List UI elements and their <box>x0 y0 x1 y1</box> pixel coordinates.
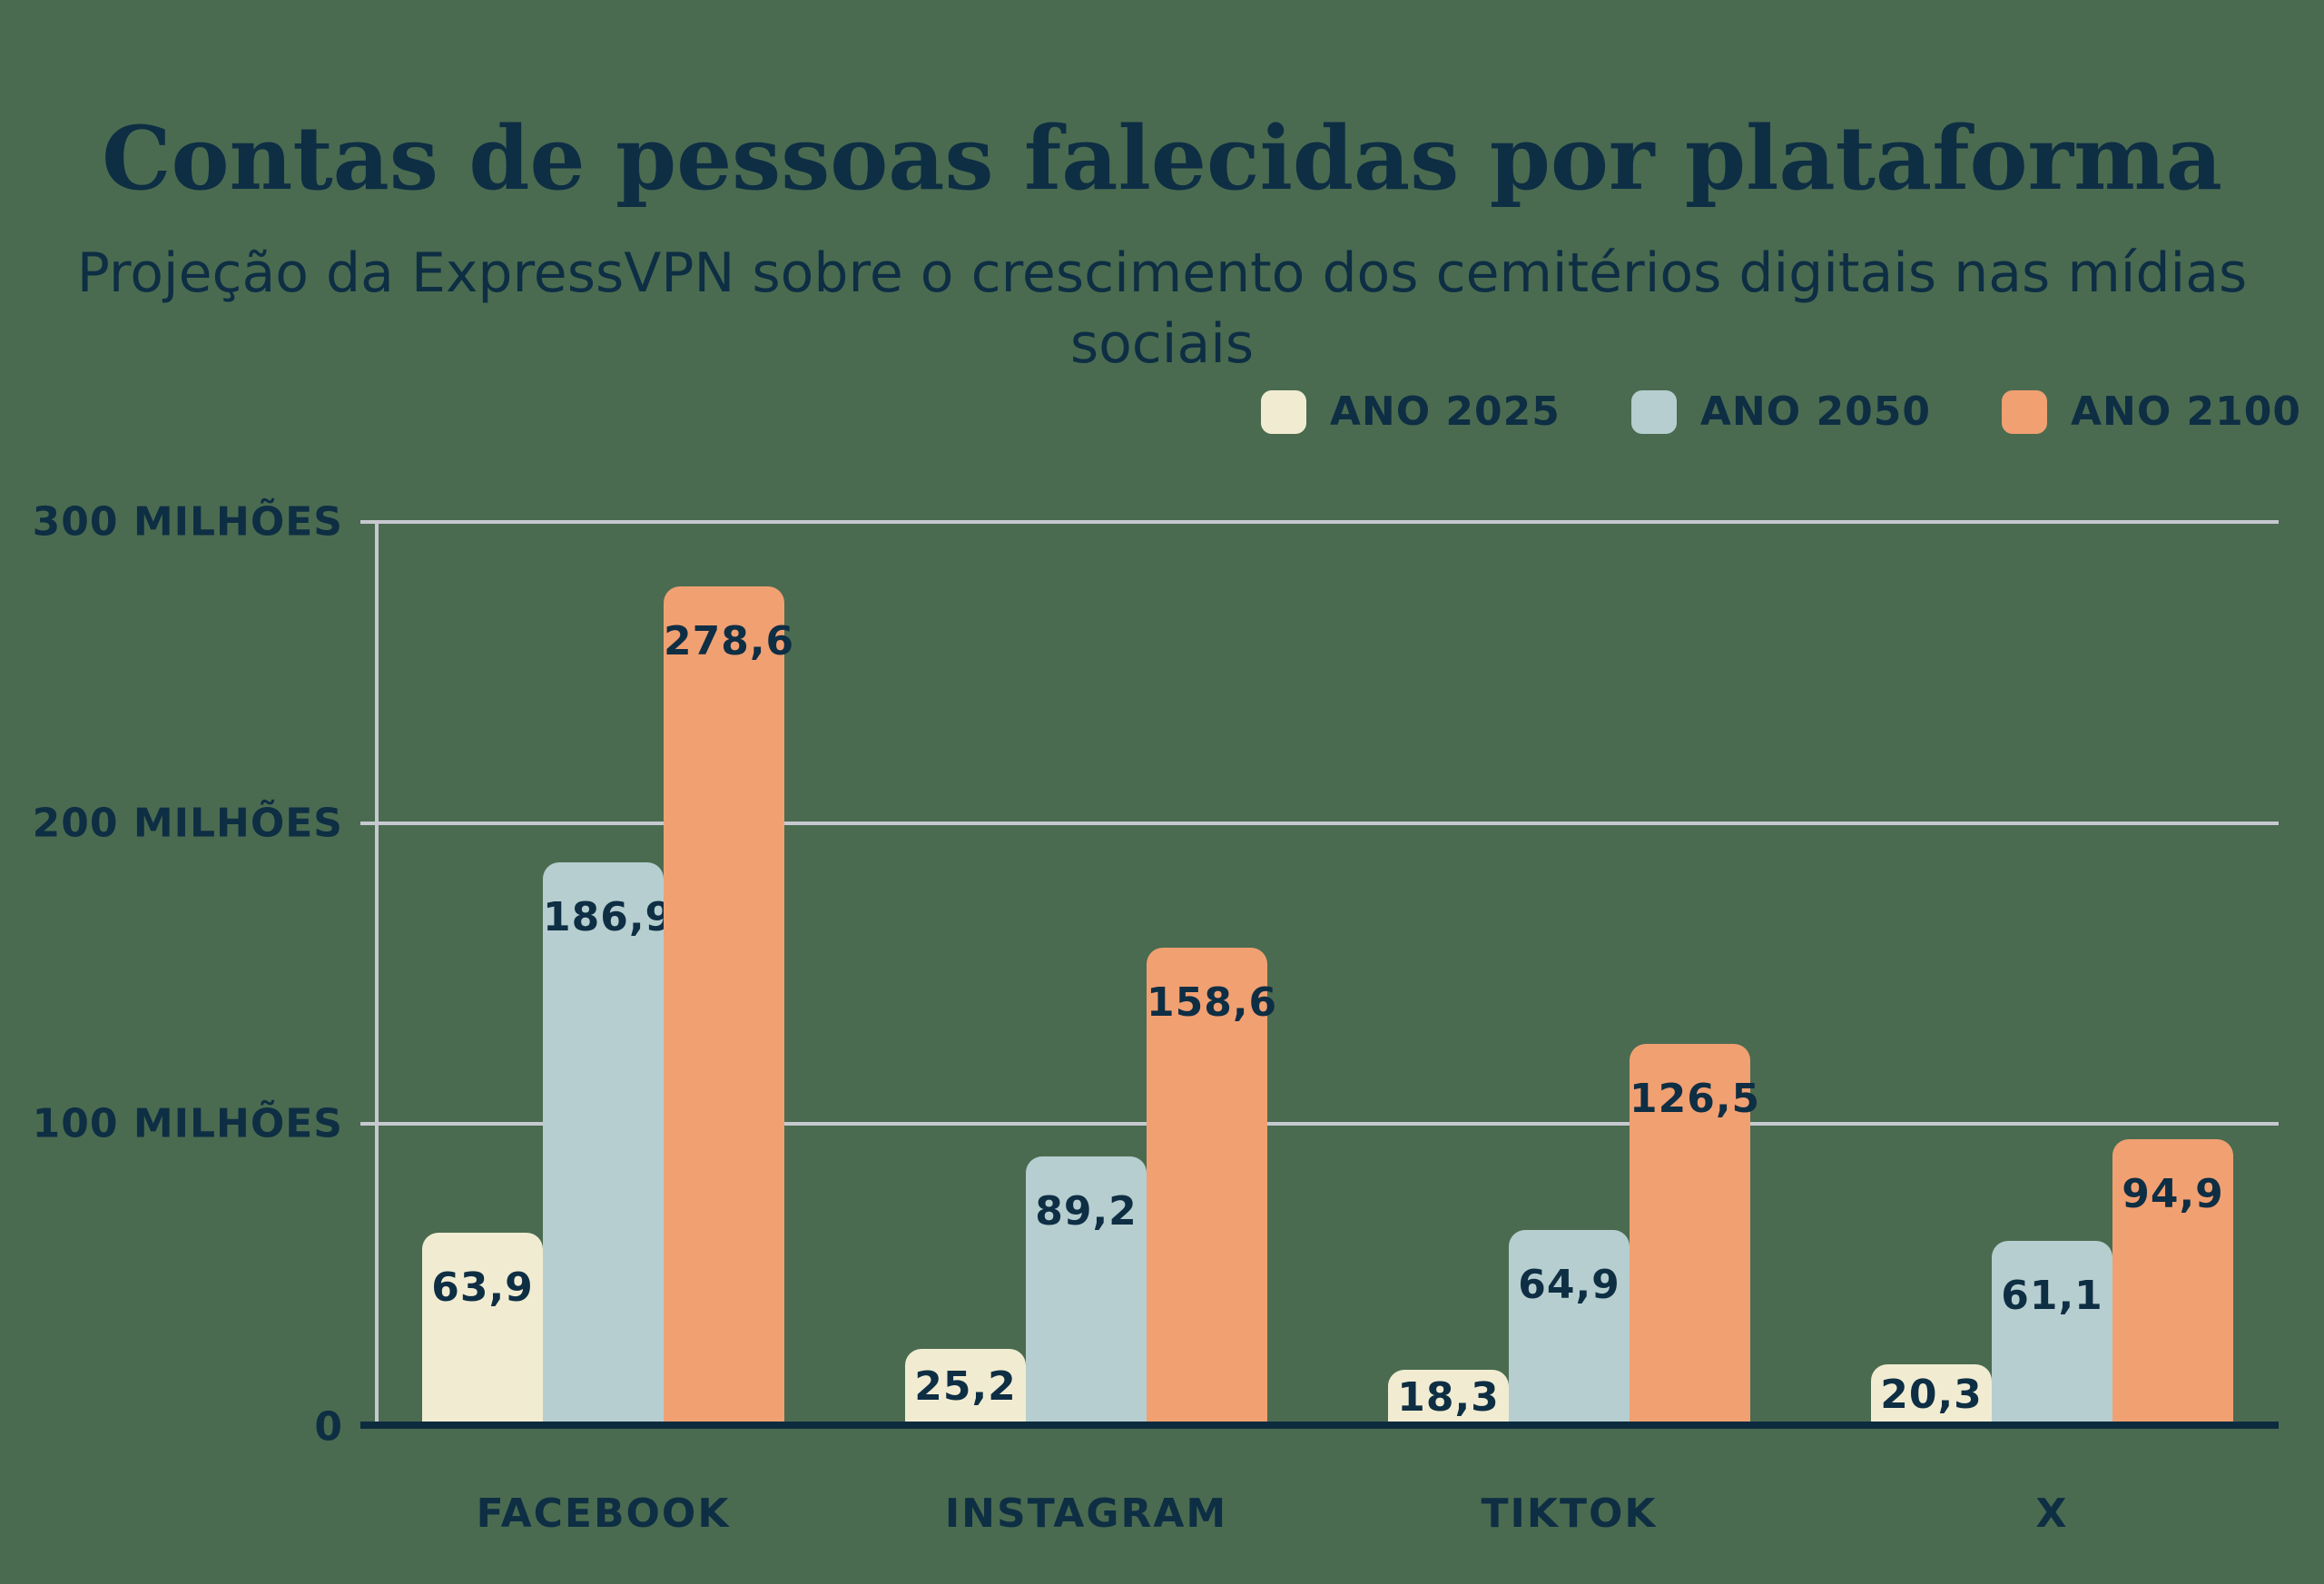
page-title: Contas de pessoas falecidas por platafor… <box>102 107 2222 211</box>
legend: ANO 2025 ANO 2050 ANO 2100 <box>1260 389 2301 435</box>
bar-tiktok-ano-2025: 18,3 <box>1388 1370 1509 1425</box>
legend-item-ano-2100: ANO 2100 <box>2001 389 2301 435</box>
bar-tiktok-ano-2100: 126,5 <box>1630 1044 1761 1425</box>
legend-swatch-ano-2025 <box>1260 389 1306 434</box>
x-axis-category-label-instagram: INSTAGRAM <box>944 1491 1228 1537</box>
legend-swatch-ano-2050 <box>1630 389 1677 434</box>
bar-tiktok-ano-2050: 64,9 <box>1509 1230 1630 1425</box>
x-axis-category-label-facebook: FACEBOOK <box>476 1491 731 1537</box>
bar-value-label: 158,6 <box>1147 979 1278 1026</box>
bar-value-label: 186,9 <box>543 894 675 940</box>
gridline-300 <box>360 520 2279 524</box>
bar-instagram-ano-2050: 89,2 <box>1026 1156 1147 1425</box>
bar-facebook-ano-2100: 278,6 <box>664 586 795 1425</box>
legend-swatch-ano-2100 <box>2001 389 2047 434</box>
bar-x-ano-2100: 94,9 <box>2112 1139 2233 1425</box>
gridline-200 <box>360 821 2279 825</box>
bar-value-label: 63,9 <box>431 1264 534 1311</box>
bar-instagram-ano-2025: 25,2 <box>905 1349 1026 1425</box>
bar-x-ano-2025: 20,3 <box>1871 1364 1992 1425</box>
bar-value-label: 61,1 <box>2001 1273 2103 1319</box>
gridline-100 <box>360 1122 2279 1127</box>
legend-label-ano-2050: ANO 2050 <box>1699 389 1931 435</box>
y-axis-tick-label-300: 300 MILHÕES <box>32 498 343 546</box>
y-axis-tick-label-100: 100 MILHÕES <box>32 1100 343 1147</box>
bar-value-label: 64,9 <box>1518 1262 1620 1308</box>
page-subtitle: Projeção da ExpressVPN sobre o crescimen… <box>76 241 2248 376</box>
legend-item-ano-2025: ANO 2025 <box>1260 389 1561 435</box>
legend-label-ano-2100: ANO 2100 <box>2070 389 2301 435</box>
bar-facebook-ano-2025: 63,9 <box>422 1233 543 1425</box>
bar-value-label: 18,3 <box>1397 1373 1500 1421</box>
bar-value-label: 94,9 <box>2122 1171 2224 1217</box>
bar-value-label: 126,5 <box>1630 1076 1761 1122</box>
bar-value-label: 278,6 <box>664 618 795 664</box>
bar-value-label: 20,3 <box>1880 1371 1983 1418</box>
bar-value-label: 25,2 <box>914 1363 1017 1410</box>
legend-label-ano-2025: ANO 2025 <box>1329 389 1561 435</box>
bar-x-ano-2050: 61,1 <box>1992 1241 2112 1425</box>
legend-item-ano-2050: ANO 2050 <box>1630 389 1931 435</box>
x-axis-category-label-x: X <box>2035 1491 2069 1537</box>
bar-instagram-ano-2100: 158,6 <box>1147 948 1278 1425</box>
x-axis-line <box>360 1422 2279 1429</box>
y-axis-tick-label-200: 200 MILHÕES <box>32 800 343 847</box>
y-axis-line <box>375 522 379 1425</box>
bar-value-label: 89,2 <box>1035 1188 1137 1235</box>
bar-facebook-ano-2050: 186,9 <box>543 862 675 1425</box>
x-axis-category-label-tiktok: TIKTOK <box>1481 1491 1658 1537</box>
y-axis-tick-label-0: 0 <box>314 1403 343 1451</box>
